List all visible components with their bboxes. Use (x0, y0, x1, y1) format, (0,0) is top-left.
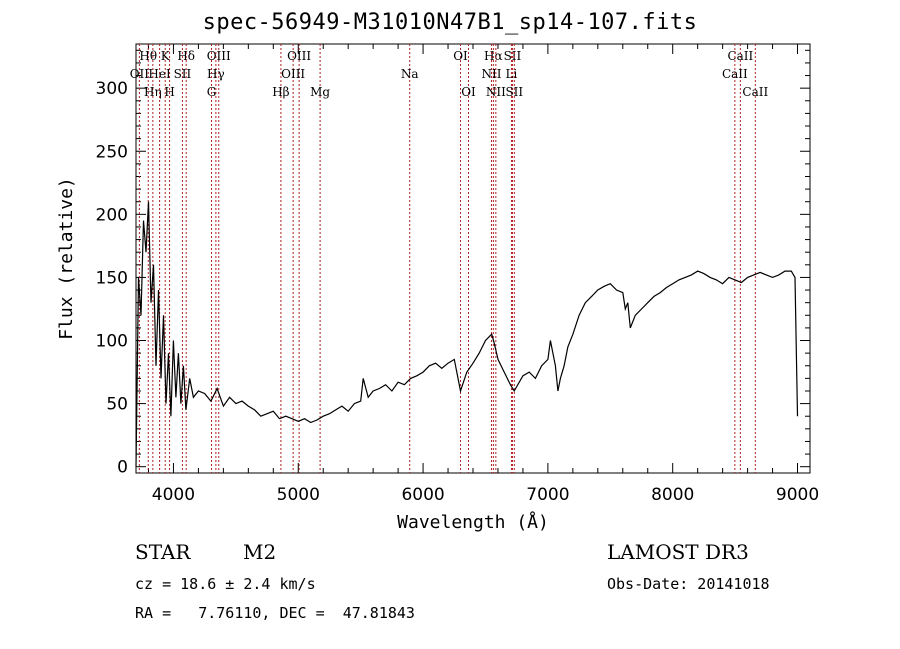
line-marker-label: H (164, 85, 174, 99)
line-marker-label: OIII (287, 49, 311, 63)
y-tick-label: 300 (96, 79, 128, 99)
line-marker-label: Hη (144, 85, 162, 99)
line-marker-label: Na (401, 67, 419, 81)
object-subclass: M2 (243, 540, 277, 564)
line-marker-label: CaII (727, 49, 753, 63)
line-marker-label: OI (453, 49, 468, 63)
line-marker-label: HeI (148, 67, 171, 81)
x-tick-label: 9000 (776, 485, 819, 505)
line-marker-label: Hβ (272, 85, 289, 99)
line-marker-label: CaII (722, 67, 748, 81)
x-tick-label: 7000 (526, 485, 569, 505)
line-marker-label: Hθ (139, 49, 157, 63)
line-marker-label: NII (481, 67, 501, 81)
line-marker-label: OIII (207, 49, 231, 63)
y-tick-label: 50 (106, 395, 128, 415)
obs-date-label: Obs-Date: 20141018 (607, 575, 770, 593)
plot-frame (135, 43, 811, 474)
y-tick-label: 100 (96, 332, 128, 352)
y-axis-label: Flux (relative) (56, 177, 77, 340)
y-tick-label: 200 (96, 205, 128, 225)
survey-label: LAMOST DR3 (607, 540, 749, 564)
line-marker-label: OI (461, 85, 476, 99)
line-marker-label: G (207, 85, 217, 99)
line-marker-label: K (161, 49, 171, 63)
spectrum-line (135, 201, 799, 467)
line-marker-label: OIII (281, 67, 305, 81)
line-marker-label: SII (174, 67, 192, 81)
x-axis-label: Wavelength (Å) (397, 511, 549, 533)
line-marker-label: SII (505, 85, 523, 99)
y-tick-label: 0 (117, 458, 128, 478)
line-marker-label: NII (486, 85, 506, 99)
line-marker-label: Mg (310, 85, 330, 99)
line-marker-label: Hγ (207, 67, 225, 81)
x-tick-label: 8000 (651, 485, 694, 505)
y-tick-label: 150 (96, 268, 128, 288)
line-marker-label: OII (130, 67, 150, 81)
chart-title: spec-56949-M31010N47B1_sp14-107.fits (202, 10, 698, 35)
x-tick-label: 5000 (277, 485, 320, 505)
line-marker-label: CaII (742, 85, 768, 99)
line-marker-label: Li (506, 67, 518, 81)
line-marker-label: Hδ (177, 49, 195, 63)
y-tick-label: 250 (96, 142, 128, 162)
line-marker-label: Hα (484, 49, 503, 63)
line-marker-label: SII (504, 49, 522, 63)
coordinates-label: RA = 7.76110, DEC = 47.81843 (135, 604, 415, 622)
object-class: STAR (135, 540, 191, 564)
x-tick-label: 6000 (401, 485, 444, 505)
x-tick-label: 4000 (152, 485, 195, 505)
redshift-label: cz = 18.6 ± 2.4 km/s (135, 575, 316, 593)
